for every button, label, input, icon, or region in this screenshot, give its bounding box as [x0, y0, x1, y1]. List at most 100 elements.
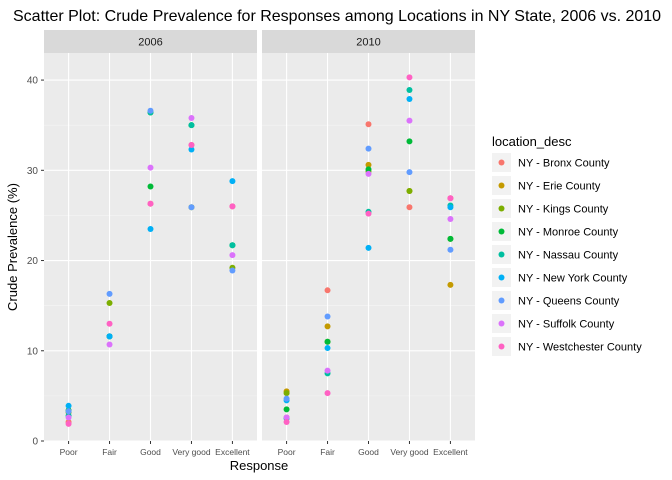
point-ny-new-york-county-2006-fair	[106, 333, 113, 340]
legend-item-ny-bronx-county: NY - Bronx County	[492, 153, 610, 172]
point-ny-westchester-county-2006-good	[147, 200, 154, 207]
legend-label: NY - Nassau County	[518, 250, 619, 262]
x-tick-label-excellent: Excellent	[433, 447, 468, 457]
legend-label: NY - Queens County	[518, 296, 620, 308]
x-tick-label-excellent: Excellent	[215, 447, 250, 457]
x-tick-label-poor: Poor	[60, 447, 78, 457]
point-ny-nassau-county-2006-very-good	[188, 122, 195, 129]
point-ny-queens-county-2006-good	[147, 107, 154, 114]
legend-label: NY - Monroe County	[518, 227, 619, 239]
point-ny-new-york-county-2006-poor	[65, 402, 72, 409]
point-ny-kings-county-2010-very-good	[406, 188, 413, 195]
point-ny-suffolk-county-2006-excellent	[229, 252, 236, 259]
point-ny-nassau-county-2006-excellent	[229, 242, 236, 249]
point-ny-queens-county-2006-fair	[106, 290, 113, 297]
point-ny-westchester-county-2006-fair	[106, 320, 113, 327]
legend-marker	[498, 274, 505, 281]
point-ny-new-york-county-2006-excellent	[229, 178, 236, 185]
legend-item-ny-monroe-county: NY - Monroe County	[492, 222, 619, 241]
point-ny-erie-county-2010-fair	[324, 323, 331, 330]
legend: location_desc NY - Bronx County NY - Erie…	[492, 134, 642, 356]
point-ny-westchester-county-2006-excellent	[229, 203, 236, 210]
x-tick-label-poor: Poor	[278, 447, 296, 457]
y-tick-label-0: 0	[32, 437, 38, 448]
x-tick-label-very-good: Very good	[390, 447, 429, 457]
point-ny-bronx-county-2010-very-good	[406, 204, 413, 211]
point-ny-queens-county-2010-good	[365, 145, 372, 152]
legend-item-ny-westchester-county: NY - Westchester County	[492, 337, 642, 356]
point-ny-new-york-county-2010-fair	[324, 345, 331, 352]
y-tick-label-40: 40	[27, 76, 39, 87]
strip-2006	[44, 30, 257, 53]
legend-item-ny-nassau-county: NY - Nassau County	[492, 245, 619, 264]
x-tick-label-fair: Fair	[102, 447, 117, 457]
legend-label: NY - Bronx County	[518, 158, 610, 170]
point-ny-monroe-county-2010-good	[365, 166, 372, 173]
y-axis: 0 10 20 30 40	[27, 76, 44, 448]
point-ny-kings-county-2010-poor	[283, 390, 290, 397]
point-ny-suffolk-county-2010-fair	[324, 367, 331, 374]
legend-label: NY - Erie County	[518, 181, 601, 193]
y-tick-label-10: 10	[27, 346, 39, 357]
point-ny-erie-county-2010-good	[365, 161, 372, 168]
point-ny-westchester-county-2006-poor	[65, 420, 72, 427]
point-ny-westchester-county-2010-good	[365, 210, 372, 217]
point-ny-monroe-county-2006-good	[147, 183, 154, 190]
y-tick-label-30: 30	[27, 166, 39, 177]
legend-item-ny-suffolk-county: NY - Suffolk County	[492, 314, 615, 333]
legend-label: NY - Kings County	[518, 204, 609, 216]
legend-marker	[498, 182, 505, 189]
point-ny-nassau-county-2010-very-good	[406, 86, 413, 93]
y-tick-label-20: 20	[27, 256, 39, 267]
points-2010	[283, 74, 454, 426]
point-ny-westchester-county-2010-fair	[324, 390, 331, 397]
strip-2010	[262, 30, 475, 53]
facet-panel-2010: 2010 Poor Fair Good Very good Excellent	[262, 30, 475, 457]
y-axis-title: Crude Prevalence (%)	[5, 183, 20, 311]
x-tick-labels-2006: Poor Fair Good Very good Excellent	[60, 441, 250, 457]
point-ny-new-york-county-2006-good	[147, 225, 154, 232]
point-ny-new-york-county-2006-very-good	[188, 146, 195, 153]
point-ny-suffolk-county-2006-fair	[106, 341, 113, 348]
facet-panel-2006: 2006 Poor Fair Good Very good Excellent	[44, 30, 257, 457]
point-ny-queens-county-2010-fair	[324, 313, 331, 320]
legend-title: location_desc	[492, 134, 572, 149]
point-ny-new-york-county-2010-very-good	[406, 96, 413, 103]
point-ny-queens-county-2006-very-good	[188, 204, 195, 211]
point-ny-kings-county-2006-fair	[106, 299, 113, 306]
strip-label-2006: 2006	[138, 37, 162, 49]
x-axis-title: Response	[230, 458, 289, 473]
x-tick-label-very-good: Very good	[172, 447, 211, 457]
point-ny-monroe-county-2010-excellent	[447, 235, 454, 242]
point-ny-new-york-county-2010-good	[365, 244, 372, 251]
point-ny-new-york-county-2010-excellent	[447, 204, 454, 211]
point-ny-bronx-county-2010-fair	[324, 287, 331, 294]
legend-label: NY - New York County	[518, 273, 628, 285]
point-ny-queens-county-2010-excellent	[447, 246, 454, 253]
legend-marker	[498, 228, 505, 235]
point-ny-monroe-county-2010-very-good	[406, 138, 413, 145]
legend-marker	[498, 343, 505, 350]
legend-marker	[498, 297, 505, 304]
point-ny-westchester-county-2010-very-good	[406, 74, 413, 81]
x-tick-label-fair: Fair	[320, 447, 335, 457]
chart-title: Scatter Plot: Crude Prevalence for Respo…	[13, 8, 661, 25]
point-ny-monroe-county-2010-fair	[324, 338, 331, 345]
point-ny-queens-county-2010-poor	[283, 395, 290, 402]
x-tick-label-good: Good	[140, 447, 161, 457]
x-tick-label-good: Good	[358, 447, 379, 457]
point-ny-bronx-county-2010-good	[365, 121, 372, 128]
point-ny-westchester-county-2010-poor	[283, 419, 290, 426]
point-ny-suffolk-county-2010-excellent	[447, 216, 454, 223]
point-ny-erie-county-2010-excellent	[447, 281, 454, 288]
point-ny-monroe-county-2010-poor	[283, 406, 290, 413]
point-ny-westchester-county-2006-very-good	[188, 142, 195, 149]
point-ny-queens-county-2006-excellent	[229, 267, 236, 274]
point-ny-suffolk-county-2010-good	[365, 170, 372, 177]
point-ny-suffolk-county-2006-poor	[65, 414, 72, 421]
legend-marker	[498, 251, 505, 258]
point-ny-westchester-county-2010-excellent	[447, 195, 454, 202]
legend-item-ny-erie-county: NY - Erie County	[492, 176, 601, 195]
x-tick-labels-2010: Poor Fair Good Very good Excellent	[278, 441, 468, 457]
